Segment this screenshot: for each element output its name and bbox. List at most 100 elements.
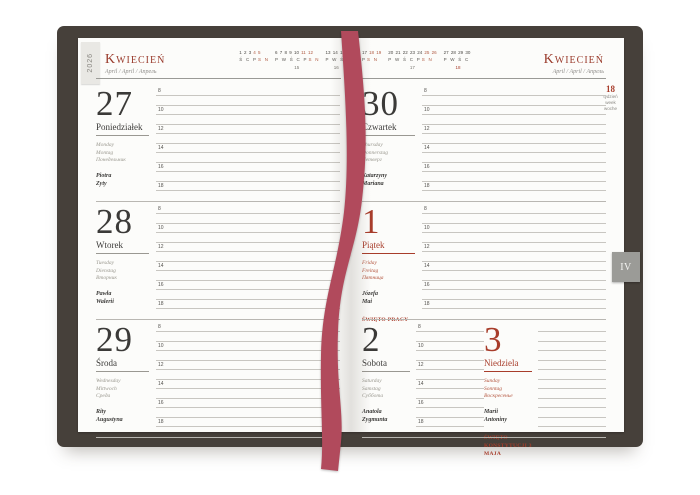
ruled-line: 16 — [156, 399, 340, 409]
month-subtitle: April / April / Апрель — [105, 69, 157, 75]
ruled-line — [156, 370, 340, 380]
page-gutter-shadow — [331, 38, 371, 432]
ruled-line: 18 — [422, 300, 606, 309]
ruled-line — [156, 332, 340, 342]
ruled-line — [422, 252, 606, 262]
ruled-line: 14 — [156, 380, 340, 390]
diary-book: 2026 Kwiecień April / April / Апрель 1 2… — [57, 26, 643, 457]
day-block-wednesday: 29 Środa Wednesday Mittwoch Среда Rity Augu… — [78, 320, 351, 438]
ruled-line: 8 — [416, 323, 484, 333]
name-days: Katarzyny Mariana — [362, 172, 388, 187]
day-name: Sobota — [362, 358, 410, 373]
ruled-line — [422, 172, 606, 182]
hour-label: 14 — [158, 145, 164, 152]
ruled-line — [156, 351, 340, 361]
day-name: Wtorek — [96, 240, 150, 255]
hour-label: 10 — [158, 225, 164, 232]
ruled-line — [538, 380, 606, 390]
day-block-weekend: 2 Sobota Saturday Samstag Суббота Anatola Z… — [351, 320, 624, 457]
year-tab: 2026 — [81, 42, 100, 84]
hour-label: 16 — [158, 400, 164, 407]
ruled-line — [156, 389, 340, 399]
ruled-line — [416, 351, 484, 361]
day-number: 1 — [362, 202, 381, 241]
ruled-line — [156, 233, 340, 243]
ruled-line: 16 — [422, 163, 606, 173]
ruled-line: 16 — [416, 399, 484, 409]
ruled-line: 14 — [416, 380, 484, 390]
ruled-line — [422, 290, 606, 300]
day-name: Czwartek — [362, 122, 416, 137]
hour-label: 14 — [418, 381, 424, 388]
open-pages: 2026 Kwiecień April / April / Апрель 1 2… — [78, 38, 624, 457]
block-separator — [96, 319, 340, 320]
ruled-line: 12 — [156, 125, 340, 135]
ruled-line — [416, 370, 484, 380]
ruled-line — [538, 408, 606, 418]
ruled-line: 18 — [156, 182, 340, 191]
day-number: 28 — [96, 202, 133, 241]
minical-week-number: 18 — [455, 64, 461, 70]
ruled-line — [422, 96, 606, 106]
ruled-line — [156, 408, 340, 418]
minical-week-number: 15 — [294, 64, 300, 70]
ruled-line: 12 — [422, 125, 606, 135]
hour-label: 8 — [418, 324, 421, 331]
ruled-line: 10 — [416, 342, 484, 352]
ruled-line — [422, 214, 606, 224]
left-page: 2026 Kwiecień April / April / Апрель 1 2… — [78, 38, 351, 438]
minical-dates: 20 21 22 23 24 25 26 — [388, 50, 437, 55]
hour-label: 18 — [158, 300, 164, 307]
block-separator — [362, 201, 606, 202]
hour-label: 18 — [424, 182, 430, 189]
ruled-line: 14 — [422, 262, 606, 272]
hour-label: 16 — [158, 282, 164, 289]
hour-lines: 8 10 12 14 16 18 — [156, 87, 340, 191]
ruled-line — [422, 233, 606, 243]
note-lines — [538, 323, 606, 427]
block-separator — [96, 437, 340, 438]
day-number: 30 — [362, 84, 399, 123]
hour-label: 12 — [158, 362, 164, 369]
year-tab-label: 2026 — [87, 53, 94, 73]
ruled-line — [538, 332, 606, 342]
hour-lines: 8 10 12 14 16 18 — [422, 87, 606, 191]
hour-label: 12 — [158, 126, 164, 133]
ruled-line — [538, 351, 606, 361]
hour-label: 8 — [424, 206, 427, 213]
minical-dates: 6 7 8 9 10 11 12 — [275, 50, 313, 55]
block-separator — [96, 201, 340, 202]
ruled-line — [156, 153, 340, 163]
day-name: Piątek — [362, 240, 416, 255]
ruled-line: 18 — [422, 182, 606, 191]
day-translations: Monday Montag Понедельник — [96, 142, 126, 164]
ruled-line — [422, 271, 606, 281]
hour-label: 12 — [424, 126, 430, 133]
hour-label: 8 — [158, 206, 161, 213]
block-separator — [362, 437, 606, 438]
week-label: tydzień week woche — [603, 94, 618, 111]
hour-label: 18 — [418, 418, 424, 425]
hour-label: 18 — [158, 182, 164, 189]
ruled-line — [156, 271, 340, 281]
hour-label: 8 — [424, 88, 427, 95]
ruled-line — [156, 252, 340, 262]
ruled-line — [538, 389, 606, 399]
ruled-line: 14 — [156, 262, 340, 272]
ruled-line: 18 — [416, 418, 484, 427]
ruled-line: 12 — [156, 361, 340, 371]
ruled-line — [156, 214, 340, 224]
ruled-line: 10 — [156, 224, 340, 234]
day-translations: Saturday Samstag Суббота — [362, 378, 384, 400]
day-translations: Thursday Donnerstag Четверг — [362, 142, 388, 164]
hour-label: 10 — [424, 107, 430, 114]
